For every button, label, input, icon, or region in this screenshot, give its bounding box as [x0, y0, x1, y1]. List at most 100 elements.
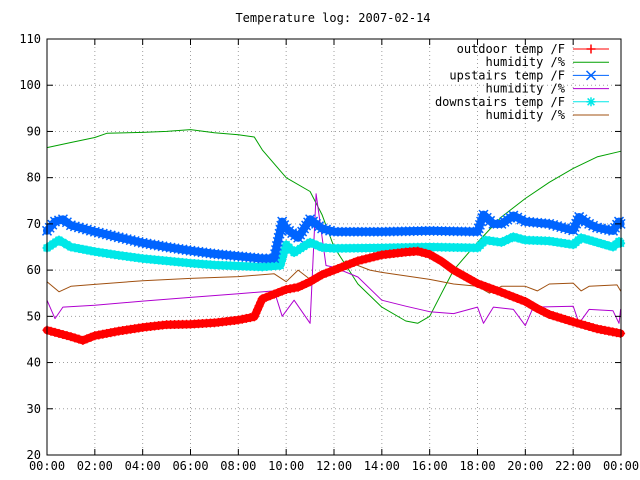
data-point-marker — [592, 324, 602, 334]
data-point-marker — [488, 284, 498, 294]
data-point-marker — [508, 292, 518, 302]
data-point-marker — [328, 226, 340, 237]
x-tick-label: 16:00 — [412, 459, 448, 473]
data-point-marker — [576, 319, 586, 329]
data-point-marker — [417, 247, 427, 257]
x-tick-label: 22:00 — [555, 459, 591, 473]
data-point-marker — [110, 327, 120, 337]
data-point-marker — [473, 223, 484, 234]
data-point-marker — [380, 226, 391, 237]
data-point-marker — [536, 305, 546, 315]
data-point-marker — [473, 279, 482, 289]
data-point-marker — [141, 238, 152, 249]
data-point-marker — [569, 221, 580, 233]
data-point-marker — [413, 246, 423, 256]
data-point-marker — [261, 253, 272, 264]
data-point-marker — [388, 226, 399, 237]
data-point-marker — [261, 292, 271, 302]
data-point-marker — [571, 218, 582, 229]
data-point-marker — [66, 332, 76, 342]
data-point-marker — [197, 247, 208, 258]
y-tick-label: 100 — [19, 78, 41, 92]
x-tick-label: 00:00 — [29, 459, 65, 473]
data-point-marker — [137, 237, 148, 248]
data-point-marker — [54, 328, 64, 338]
data-point-marker — [125, 235, 136, 246]
data-point-marker — [341, 260, 351, 270]
data-point-marker — [165, 242, 176, 253]
data-point-marker — [440, 226, 451, 237]
data-point-marker — [317, 270, 327, 280]
data-point-marker — [82, 334, 92, 344]
data-point-marker — [604, 224, 615, 236]
data-point-marker — [229, 250, 240, 261]
legend-label: humidity /% — [486, 82, 566, 96]
data-point-marker — [432, 225, 443, 237]
data-point-marker — [436, 226, 447, 237]
data-point-marker — [492, 218, 503, 229]
x-tick-label: 12:00 — [316, 459, 352, 473]
data-point-marker — [392, 226, 403, 237]
data-point-marker — [472, 226, 483, 237]
data-point-marker — [420, 225, 431, 236]
y-tick-label: 50 — [27, 309, 41, 323]
x-tick-label: 04:00 — [125, 459, 161, 473]
data-point-marker — [332, 226, 344, 237]
data-point-marker — [257, 294, 267, 304]
data-point-marker — [273, 288, 283, 298]
legend-label: outdoor temp /F — [457, 42, 565, 56]
data-point-marker — [101, 229, 112, 240]
legend-label: humidity /% — [486, 55, 566, 69]
data-point-marker — [74, 334, 84, 344]
data-point-marker — [46, 326, 56, 336]
data-point-marker — [600, 224, 611, 235]
data-point-marker — [58, 330, 68, 340]
data-point-marker — [476, 280, 486, 290]
data-point-marker — [241, 313, 251, 323]
data-point-marker — [113, 232, 124, 243]
data-point-marker — [333, 264, 343, 274]
y-tick-label: 70 — [27, 217, 41, 231]
legend-label: upstairs temp /F — [449, 68, 565, 82]
data-point-marker — [245, 252, 256, 263]
data-point-marker — [50, 327, 60, 337]
y-tick-label: 20 — [27, 448, 41, 462]
x-tick-label: 20:00 — [507, 459, 543, 473]
data-point-marker — [586, 97, 596, 107]
data-point-marker — [340, 226, 351, 237]
data-point-marker — [516, 295, 526, 305]
data-point-marker — [153, 240, 164, 251]
data-point-marker — [94, 330, 104, 340]
data-point-marker — [297, 280, 307, 290]
y-tick-label: 30 — [27, 402, 41, 416]
data-point-marker — [408, 226, 419, 237]
series-line — [46, 129, 622, 324]
data-point-marker — [544, 309, 554, 319]
data-point-marker — [293, 282, 303, 292]
data-point-marker — [117, 233, 128, 244]
data-point-marker — [604, 326, 614, 336]
y-tick-label: 110 — [19, 32, 41, 46]
data-point-marker — [352, 226, 363, 237]
data-point-marker — [257, 253, 268, 264]
data-point-marker — [269, 289, 279, 299]
x-tick-label: 00:00 — [603, 459, 639, 473]
data-point-marker — [536, 218, 547, 229]
data-point-marker — [89, 226, 100, 237]
data-point-marker — [185, 245, 196, 256]
data-point-marker — [376, 226, 387, 237]
data-point-marker — [97, 228, 108, 239]
data-point-marker — [608, 327, 618, 337]
data-point-marker — [62, 331, 72, 341]
series-6 — [46, 260, 622, 294]
data-point-marker — [412, 226, 423, 237]
data-point-marker — [360, 226, 371, 237]
data-point-marker — [121, 234, 132, 245]
axes: 20 30 40 50 60 70 80 90 100 110 00:00 02:00 04:00 06:… — [19, 32, 639, 473]
data-point-marker — [221, 250, 232, 261]
data-point-marker — [145, 239, 156, 250]
data-point-marker — [109, 231, 120, 242]
data-point-marker — [600, 325, 610, 335]
data-point-marker — [596, 325, 606, 335]
data-point-marker — [233, 315, 243, 325]
